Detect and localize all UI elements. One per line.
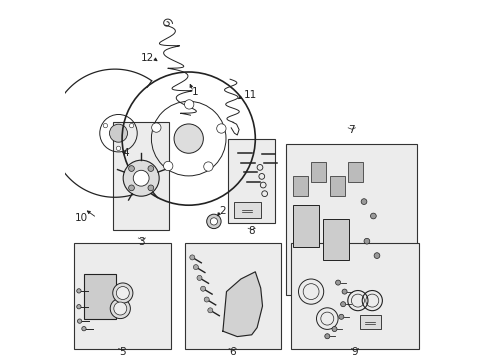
Circle shape [110, 298, 130, 319]
Circle shape [331, 327, 336, 332]
Circle shape [324, 334, 329, 339]
Circle shape [163, 161, 173, 171]
FancyBboxPatch shape [234, 202, 261, 218]
Circle shape [151, 123, 161, 132]
Circle shape [116, 287, 129, 300]
FancyBboxPatch shape [322, 219, 348, 260]
Circle shape [81, 327, 86, 331]
Text: 9: 9 [351, 347, 358, 357]
Circle shape [77, 289, 81, 293]
Text: 5: 5 [119, 347, 125, 357]
Text: 4: 4 [122, 148, 128, 158]
Text: 3: 3 [138, 237, 145, 247]
FancyBboxPatch shape [347, 162, 362, 182]
Circle shape [197, 275, 202, 280]
Circle shape [200, 286, 205, 291]
Circle shape [123, 160, 159, 196]
FancyBboxPatch shape [292, 176, 307, 196]
Circle shape [148, 166, 153, 171]
FancyBboxPatch shape [359, 315, 381, 329]
Circle shape [338, 314, 343, 319]
Text: 2: 2 [219, 206, 225, 216]
Circle shape [216, 124, 225, 133]
Circle shape [129, 123, 134, 128]
Circle shape [77, 305, 81, 309]
FancyBboxPatch shape [310, 162, 325, 182]
Polygon shape [223, 272, 262, 337]
Circle shape [128, 166, 134, 171]
Circle shape [361, 199, 366, 204]
Circle shape [210, 218, 217, 225]
FancyBboxPatch shape [329, 176, 344, 196]
Text: 10: 10 [75, 213, 88, 223]
Circle shape [204, 297, 209, 302]
FancyBboxPatch shape [292, 205, 318, 247]
FancyBboxPatch shape [113, 122, 168, 230]
Text: 7: 7 [348, 125, 354, 135]
Text: 12: 12 [140, 53, 153, 63]
Circle shape [373, 253, 379, 258]
Circle shape [370, 213, 375, 219]
Text: 8: 8 [248, 226, 254, 236]
FancyBboxPatch shape [291, 243, 418, 349]
Circle shape [363, 238, 369, 244]
Circle shape [109, 124, 127, 142]
Circle shape [184, 100, 193, 109]
Circle shape [128, 185, 134, 191]
Circle shape [133, 170, 149, 186]
Text: 6: 6 [229, 347, 235, 357]
Circle shape [114, 302, 126, 315]
Circle shape [103, 123, 107, 128]
Circle shape [77, 319, 81, 323]
Circle shape [174, 124, 203, 153]
FancyBboxPatch shape [185, 243, 280, 349]
FancyBboxPatch shape [228, 139, 275, 223]
FancyBboxPatch shape [73, 243, 170, 349]
Text: 1: 1 [192, 87, 199, 97]
Circle shape [206, 214, 221, 229]
Circle shape [148, 185, 153, 191]
Circle shape [113, 283, 133, 303]
Circle shape [335, 280, 340, 285]
Circle shape [189, 255, 194, 260]
Circle shape [207, 308, 212, 313]
Circle shape [203, 162, 213, 171]
Text: 11: 11 [243, 90, 256, 100]
FancyBboxPatch shape [84, 274, 116, 319]
FancyBboxPatch shape [285, 144, 416, 295]
Circle shape [342, 289, 346, 294]
Circle shape [340, 302, 345, 307]
Circle shape [116, 146, 121, 150]
Circle shape [193, 265, 198, 270]
